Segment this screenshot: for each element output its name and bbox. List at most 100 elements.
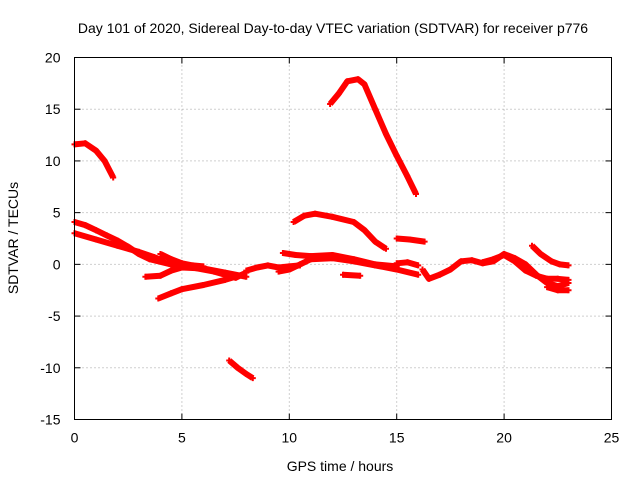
data-point xyxy=(468,257,475,264)
data-point xyxy=(82,222,89,229)
data-point xyxy=(168,256,175,263)
y-tick-label: 10 xyxy=(45,153,61,169)
data-point xyxy=(565,287,572,294)
data-point xyxy=(357,272,364,279)
x-tick-label: 25 xyxy=(604,430,620,446)
data-point xyxy=(372,106,379,113)
data-point xyxy=(290,219,297,225)
plot-frame xyxy=(74,57,612,420)
data-point xyxy=(404,173,411,180)
x-tick-label: 10 xyxy=(282,430,298,446)
grid-layer xyxy=(74,57,612,420)
data-point xyxy=(554,275,561,282)
data-point xyxy=(383,131,389,137)
y-tick-label: 5 xyxy=(53,205,61,221)
data-point xyxy=(372,261,379,268)
series-layer xyxy=(71,76,572,382)
data-point xyxy=(537,251,544,257)
data-point xyxy=(243,371,250,377)
data-point xyxy=(404,259,411,266)
data-point xyxy=(458,258,465,265)
data-point xyxy=(522,261,529,268)
data-point xyxy=(436,271,443,278)
data-point xyxy=(286,266,293,273)
data-point xyxy=(221,269,228,276)
data-point xyxy=(307,253,314,260)
data-point xyxy=(157,272,164,279)
data-point xyxy=(93,227,99,234)
series-arc-18 xyxy=(529,243,569,269)
data-point xyxy=(335,90,342,97)
data-point xyxy=(355,76,361,83)
data-point xyxy=(292,252,299,258)
data-point xyxy=(297,261,303,268)
data-point xyxy=(406,236,413,243)
data-point xyxy=(327,101,334,107)
data-point xyxy=(415,262,422,269)
data-point xyxy=(544,275,551,282)
data-point xyxy=(361,227,368,234)
data-point xyxy=(178,260,185,267)
data-point xyxy=(168,290,175,297)
data-point xyxy=(110,174,117,181)
data-point xyxy=(548,258,555,265)
data-point xyxy=(511,258,518,265)
data-point xyxy=(529,242,535,249)
data-point xyxy=(254,264,261,271)
data-point xyxy=(479,259,486,266)
data-point xyxy=(135,248,142,255)
data-point xyxy=(372,238,379,245)
data-point xyxy=(234,364,241,371)
x-tick-label: 5 xyxy=(178,430,186,446)
y-tick-label: -10 xyxy=(40,360,60,376)
x-axis-label: GPS time / hours xyxy=(287,458,394,474)
y-tick-label: 15 xyxy=(45,101,61,117)
series-arc-7 xyxy=(227,358,255,381)
series-arc-11 xyxy=(292,210,388,252)
data-point xyxy=(301,212,308,219)
data-point xyxy=(249,375,256,382)
data-point xyxy=(243,267,250,274)
data-point xyxy=(279,250,286,256)
tick-layer: 0 5 10 15 20 25 -15 -10 -5 0 5 10 15 20 xyxy=(40,50,619,446)
data-point xyxy=(155,295,162,302)
y-tick-label: 20 xyxy=(45,50,61,66)
data-point xyxy=(554,287,561,294)
data-point xyxy=(340,271,346,278)
data-point xyxy=(565,262,572,269)
data-point xyxy=(329,213,336,220)
data-point xyxy=(393,235,400,242)
data-point xyxy=(312,210,319,217)
series-arc-15 xyxy=(327,76,419,196)
data-point xyxy=(142,273,149,280)
data-point xyxy=(344,78,351,85)
data-point xyxy=(415,271,422,278)
data-point xyxy=(425,275,432,282)
data-point xyxy=(114,242,121,249)
data-point xyxy=(413,191,419,197)
data-point xyxy=(93,147,99,154)
data-point xyxy=(82,140,89,147)
data-point xyxy=(200,263,207,270)
data-point xyxy=(533,272,540,279)
data-point xyxy=(565,276,572,283)
data-point xyxy=(200,282,207,288)
data-point xyxy=(103,232,110,239)
data-point xyxy=(264,262,271,269)
data-point xyxy=(350,219,357,225)
data-point xyxy=(168,267,175,274)
data-point xyxy=(226,357,233,364)
data-point xyxy=(239,271,245,278)
data-point xyxy=(490,256,497,263)
data-point xyxy=(522,267,529,274)
data-point xyxy=(421,238,428,245)
y-tick-label: 0 xyxy=(53,256,61,272)
x-tick-label: 0 xyxy=(71,430,79,446)
x-tick-label: 20 xyxy=(496,430,512,446)
data-point xyxy=(151,254,157,261)
data-point xyxy=(101,157,108,164)
data-point xyxy=(157,251,164,257)
data-point xyxy=(361,81,368,88)
data-point xyxy=(556,261,563,268)
